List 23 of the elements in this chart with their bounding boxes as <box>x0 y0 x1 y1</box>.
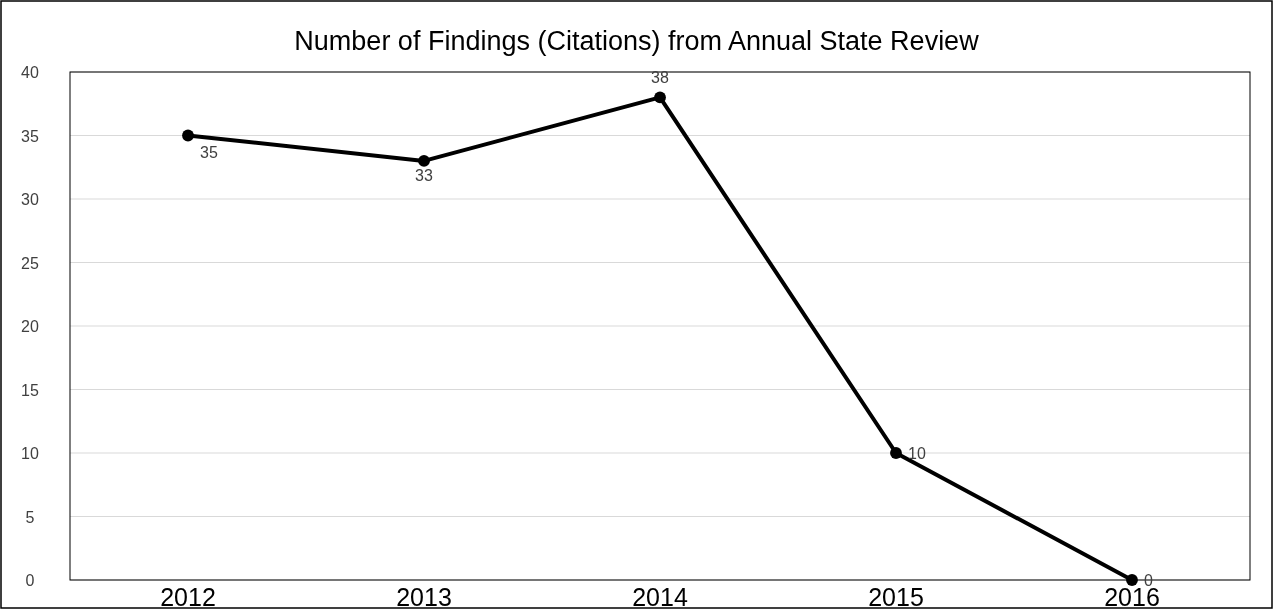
chart-title: Number of Findings (Citations) from Annual State Review <box>294 26 980 56</box>
y-tick-label: 0 <box>25 572 35 589</box>
point <box>1126 574 1138 586</box>
data-label: 10 <box>908 445 926 462</box>
y-tick-label: 20 <box>21 318 39 335</box>
x-tick-label: 2013 <box>396 583 452 609</box>
x-tick-label: 2015 <box>868 583 924 609</box>
point <box>182 129 194 142</box>
y-tick-label: 40 <box>21 64 39 81</box>
point <box>654 91 666 104</box>
x-tick-label: 2012 <box>160 583 216 609</box>
y-tick-label: 30 <box>21 191 39 208</box>
y-tick-label: 5 <box>25 508 35 526</box>
data-label: 33 <box>415 166 433 184</box>
y-tick-label: 35 <box>21 127 39 145</box>
data-label: 38 <box>651 69 669 87</box>
y-tick-label: 25 <box>21 254 39 272</box>
x-tick-label: 2014 <box>632 583 688 609</box>
point <box>418 154 430 167</box>
y-tick-label: 10 <box>21 445 39 462</box>
point <box>890 447 902 459</box>
y-tick-label: 15 <box>21 381 39 399</box>
data-label: 35 <box>200 143 218 161</box>
